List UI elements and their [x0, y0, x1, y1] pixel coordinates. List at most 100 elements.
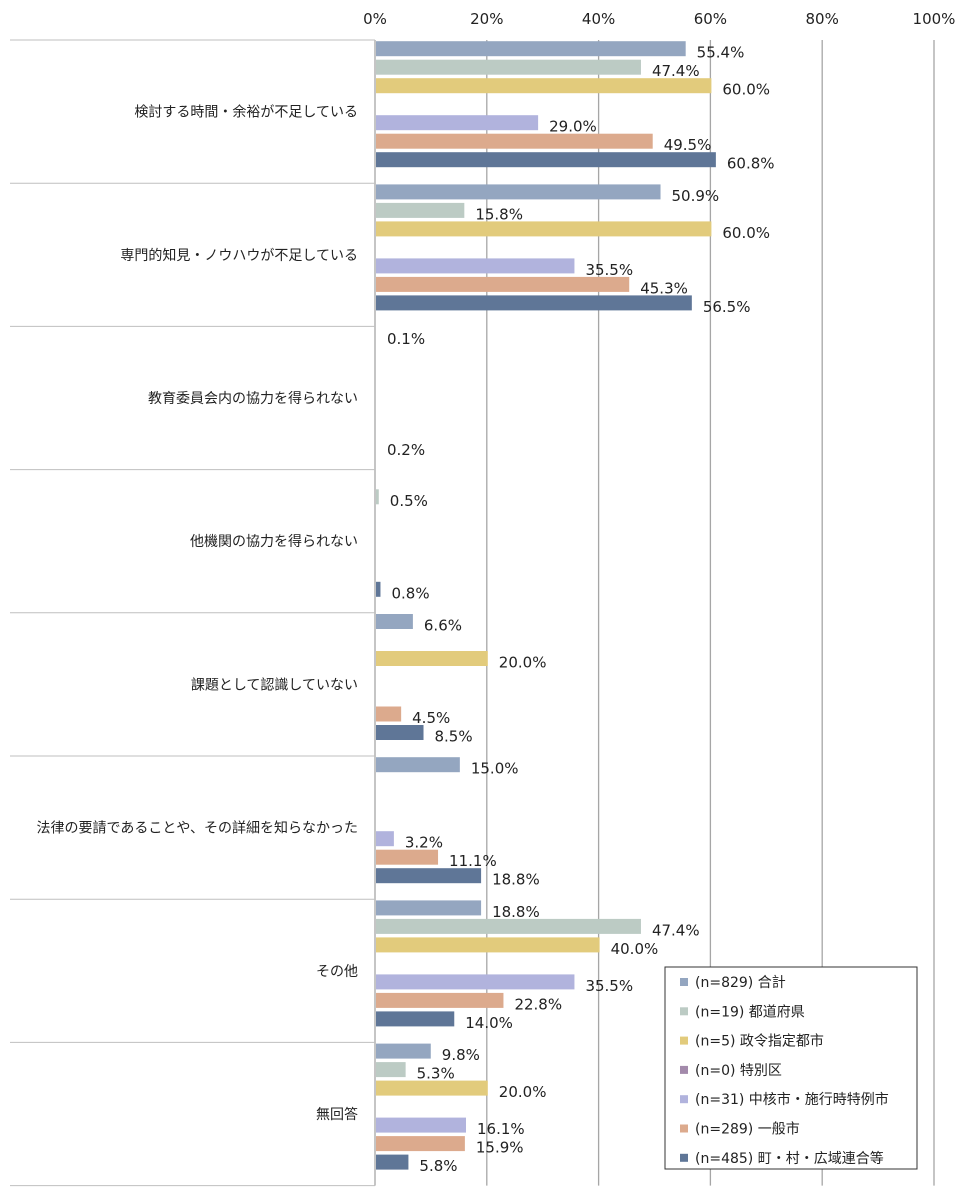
data-label: 20.0% — [499, 654, 547, 672]
data-label: 50.9% — [672, 187, 720, 205]
legend-swatch — [680, 1124, 688, 1133]
data-label: 14.0% — [465, 1014, 513, 1032]
bar — [376, 868, 482, 884]
category-label: 無回答 — [316, 1106, 358, 1123]
legend-box — [664, 966, 918, 1170]
data-label: 15.9% — [476, 1139, 524, 1157]
bar — [376, 1011, 455, 1027]
category-label: 他機関の協力を得られない — [190, 533, 358, 550]
bar — [376, 725, 424, 740]
bar — [376, 115, 539, 131]
legend-swatch — [680, 978, 688, 986]
data-label: 47.4% — [652, 921, 700, 939]
bar — [376, 974, 575, 990]
bar — [376, 202, 465, 218]
legend-entry: (n=5) 政令指定都市 — [695, 1033, 824, 1050]
x-tick-label: 40% — [582, 10, 615, 28]
legend-swatch — [680, 1153, 688, 1162]
x-tick-label: 20% — [470, 10, 503, 28]
bar — [376, 831, 394, 847]
bar — [376, 489, 379, 505]
data-label: 60.0% — [722, 224, 770, 242]
bar — [376, 1080, 488, 1096]
data-label: 11.1% — [449, 852, 497, 870]
legend-swatch — [680, 1036, 688, 1045]
data-label: 15.8% — [475, 205, 523, 223]
bar — [376, 152, 716, 168]
data-label: 60.8% — [727, 155, 775, 173]
legend-entry: (n=485) 町・村・広域連合等 — [695, 1150, 884, 1167]
legend-entry: (n=31) 中核市・施行時特例市 — [695, 1091, 889, 1108]
data-label: 40.0% — [611, 940, 659, 958]
legend-swatch — [680, 1065, 688, 1074]
data-label: 0.5% — [390, 492, 428, 510]
bar — [376, 1136, 465, 1152]
data-label: 18.8% — [492, 903, 540, 921]
bar — [376, 59, 641, 75]
legend-swatch — [680, 1095, 688, 1104]
data-label: 18.8% — [492, 871, 540, 889]
bar — [376, 614, 413, 629]
bar — [376, 221, 712, 237]
data-label: 22.8% — [514, 995, 562, 1013]
data-label: 8.5% — [435, 728, 473, 746]
bar — [376, 1117, 466, 1133]
data-label: 20.0% — [499, 1083, 547, 1101]
data-label: 47.4% — [652, 62, 700, 80]
bar — [376, 1154, 409, 1170]
data-label: 49.5% — [664, 136, 712, 154]
bar — [376, 706, 402, 722]
data-label: 0.1% — [387, 330, 425, 348]
category-label: 教育委員会内の協力を得られない — [148, 390, 358, 407]
data-label: 5.3% — [417, 1065, 455, 1083]
x-tick-label: 100% — [913, 10, 956, 28]
bar — [376, 651, 488, 666]
data-label: 5.8% — [419, 1157, 457, 1175]
data-label: 4.5% — [412, 709, 450, 727]
bar — [376, 133, 653, 149]
data-label: 0.2% — [387, 441, 425, 459]
legend-entry: (n=0) 特別区 — [695, 1063, 782, 1079]
bar — [376, 992, 504, 1008]
bar — [376, 757, 460, 773]
data-label: 29.0% — [549, 118, 597, 136]
category-label: その他 — [316, 964, 358, 980]
legend-swatch — [680, 1007, 688, 1016]
category-label: 課題として認識していない — [191, 677, 358, 693]
x-tick-label: 60% — [694, 10, 727, 28]
data-label: 45.3% — [640, 279, 688, 297]
data-label: 15.0% — [471, 760, 519, 778]
bar — [376, 1062, 406, 1078]
data-label: 0.8% — [391, 584, 429, 602]
category-label: 専門的知見・ノウハウが不足している — [120, 247, 358, 264]
data-label: 35.5% — [585, 261, 633, 279]
x-tick-label: 0% — [363, 10, 387, 28]
bar — [376, 581, 381, 597]
bar — [376, 937, 600, 953]
x-tick-label: 80% — [806, 10, 839, 28]
data-label: 56.5% — [703, 298, 751, 316]
bar — [376, 900, 482, 916]
category-label: 検討する時間・余裕が不足している — [134, 104, 358, 121]
bar — [376, 78, 712, 94]
bar — [376, 918, 641, 934]
data-label: 55.4% — [697, 44, 745, 62]
category-label: 法律の要請であることや、その詳細を知らなかった — [37, 820, 358, 837]
data-label: 60.0% — [722, 81, 770, 99]
legend-entry: (n=829) 合計 — [695, 975, 786, 991]
bar — [376, 295, 692, 311]
bar — [376, 276, 630, 292]
bar — [376, 184, 661, 200]
data-label: 9.8% — [442, 1046, 480, 1064]
legend-entry: (n=19) 都道府県 — [695, 1004, 805, 1020]
data-label: 3.2% — [405, 834, 443, 852]
bar — [376, 849, 439, 865]
data-label: 35.5% — [585, 977, 633, 995]
legend-entry: (n=289) 一般市 — [695, 1121, 800, 1138]
bar — [376, 258, 575, 274]
data-label: 16.1% — [477, 1120, 525, 1138]
bar — [376, 41, 686, 57]
data-label: 6.6% — [424, 617, 462, 635]
bar — [376, 1043, 431, 1059]
